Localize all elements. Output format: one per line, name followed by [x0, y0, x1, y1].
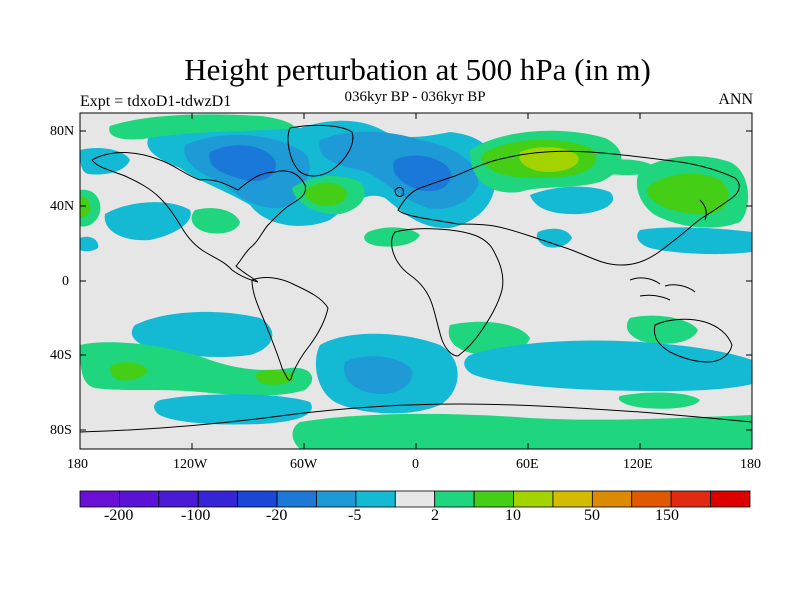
lon-label-60w: 60W — [290, 457, 318, 472]
colorbar-label-2: 2 — [431, 507, 439, 524]
contour-negative-south-pacific — [131, 311, 273, 358]
season-label: ANN — [718, 91, 753, 108]
experiment-label: Expt = tdxoD1-tdwzD1 — [80, 93, 232, 110]
colorbar-swatch-16 — [710, 490, 751, 508]
colorbar-label-neg5: -5 — [348, 507, 362, 524]
colorbar-swatch-14 — [631, 490, 672, 508]
contour-negative-south-atlantic-core — [344, 356, 413, 395]
colorbar — [79, 490, 751, 508]
lat-label-80n: 80N — [50, 124, 75, 139]
colorbar-swatch-4 — [237, 490, 278, 508]
contour-positive-south-pacific-core — [110, 362, 148, 381]
contour-positive-pacific-west-core — [80, 196, 91, 218]
colorbar-label-50: 50 — [584, 507, 600, 524]
contour-positive-pacific-north — [598, 159, 655, 176]
colorbar-swatch-2 — [158, 490, 199, 508]
coast-north-america — [91, 152, 307, 283]
coast-uk — [394, 187, 404, 197]
colorbar-label-neg100: -100 — [181, 507, 211, 524]
lon-label-120w: 120W — [173, 457, 208, 472]
coast-greenland — [287, 124, 354, 177]
colorbar-label-neg20: -20 — [266, 507, 288, 524]
colorbar-swatch-7 — [355, 490, 396, 508]
contour-negative-indian-ocean — [464, 340, 752, 392]
contour-negative-east-pacific — [80, 236, 99, 252]
colorbar-swatch-10 — [473, 490, 514, 508]
colorbar-swatch-1 — [119, 490, 160, 508]
contour-positive-antarctic — [292, 413, 752, 449]
coast-south-america — [251, 277, 329, 381]
colorbar-swatch-11 — [513, 490, 554, 508]
colorbar-swatch-6 — [316, 490, 357, 508]
colorbar-swatch-0 — [79, 490, 120, 508]
lon-label-180e: 180 — [740, 457, 761, 472]
longitude-axis — [79, 113, 753, 449]
contour-negative-pacific-band — [104, 202, 191, 241]
coastlines — [80, 124, 752, 433]
colorbar-swatch-12 — [552, 490, 593, 508]
contour-negative-arctic-core — [209, 145, 276, 182]
colorbar-label-neg200: -200 — [104, 507, 134, 524]
lat-label-80s: 80S — [50, 423, 72, 438]
contour-positive-north-america — [191, 208, 240, 234]
lat-label-40n: 40N — [50, 199, 75, 214]
lon-label-120e: 120E — [623, 457, 653, 472]
coast-japan — [699, 199, 707, 221]
contour-positive-greenland-core — [304, 182, 347, 206]
contour-negative-arabia — [536, 228, 572, 248]
colorbar-label-150: 150 — [655, 507, 679, 524]
contour-positive-arctic-north — [109, 114, 295, 140]
lon-label-0: 0 — [412, 457, 419, 472]
colorbar-swatch-9 — [434, 490, 475, 508]
map-title: Height perturbation at 500 hPa (in m) — [184, 52, 651, 87]
latitude-axis — [80, 130, 752, 431]
coast-indonesia — [629, 277, 696, 301]
colorbar-swatch-5 — [276, 490, 317, 508]
contour-positive-australia-south — [618, 392, 700, 409]
contour-positive-indian-ocean — [626, 315, 698, 344]
coast-africa — [391, 228, 504, 357]
lat-label-40s: 40S — [50, 348, 72, 363]
lon-label-60e: 60E — [516, 457, 539, 472]
coast-europe-asia — [397, 150, 740, 266]
contour-fields — [80, 114, 752, 449]
contour-negative-central-asia — [530, 186, 614, 215]
colorbar-swatch-13 — [591, 490, 633, 508]
coast-australia — [653, 318, 733, 363]
colorbar-swatch-15 — [670, 490, 711, 508]
colorbar-swatch-3 — [197, 490, 239, 508]
colorbar-label-10: 10 — [505, 507, 521, 524]
lat-label-0: 0 — [62, 274, 69, 289]
map-subtitle: 036kyr BP - 036kyr BP — [344, 89, 486, 105]
contour-negative-pacific-north — [80, 148, 130, 175]
colorbar-swatch-8 — [394, 490, 436, 508]
contour-positive-south-pacific — [80, 342, 313, 396]
coast-antarctica — [80, 403, 752, 433]
contour-positive-asia-east-core — [646, 173, 729, 215]
lon-label-180w: 180 — [67, 457, 88, 472]
contour-negative-south-pacific-west — [154, 394, 312, 425]
